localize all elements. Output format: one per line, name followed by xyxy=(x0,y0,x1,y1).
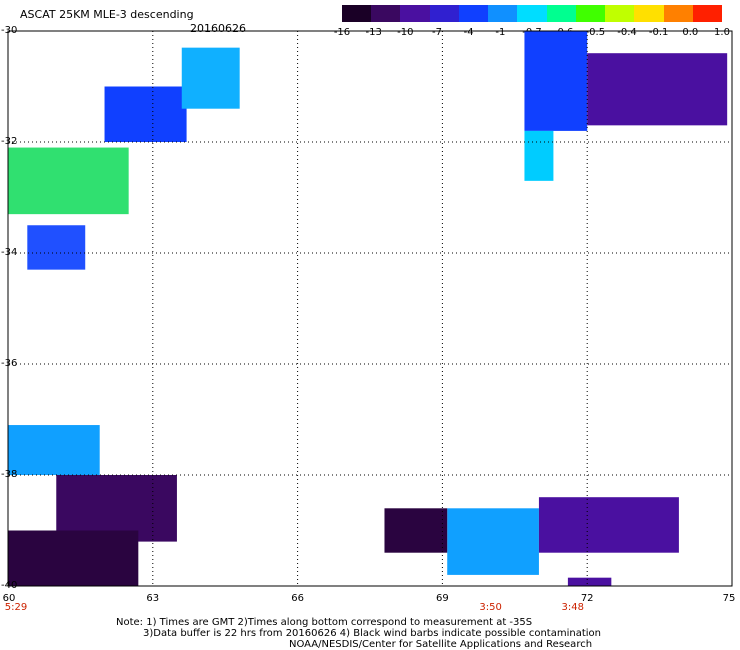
colorbar xyxy=(342,5,723,22)
colorbar-label: -7 xyxy=(432,27,442,38)
colorbar-swatch xyxy=(371,5,401,22)
swath-se-purple xyxy=(538,497,679,553)
lat-tick-label: -40 xyxy=(1,580,18,591)
colorbar-swatch xyxy=(605,5,635,22)
swath-sw-cyan xyxy=(8,425,100,475)
lat-tick-label: -36 xyxy=(1,358,18,369)
lon-tick-label: 69 xyxy=(436,593,449,604)
note-line-2: 3)Data buffer is 22 hrs from 20160626 4)… xyxy=(143,628,601,639)
colorbar-label: -4 xyxy=(463,27,474,38)
note-line-3: NOAA/NESDIS/Center for Satellite Applica… xyxy=(289,639,593,650)
lat-tick-label: -30 xyxy=(1,25,18,36)
colorbar-swatch xyxy=(488,5,518,22)
lon-tick-label: 63 xyxy=(146,593,160,604)
swath-ne-blue xyxy=(524,31,588,131)
colorbar-label: -1 xyxy=(495,27,506,38)
colorbar-swatch xyxy=(458,5,489,22)
lon-tick-label: 75 xyxy=(722,593,736,604)
colorbar-label: -13 xyxy=(365,27,382,38)
lon-tick-label: 66 xyxy=(291,593,304,604)
lat-lon-grid xyxy=(8,31,732,586)
colorbar-label: -0.1 xyxy=(648,27,669,38)
wind-swaths xyxy=(8,31,728,586)
swath-nw-lower-blue xyxy=(27,225,86,270)
map-title: ASCAT 25KM MLE-3 descending xyxy=(20,8,194,21)
lat-tick-label: -32 xyxy=(1,136,18,147)
colorbar-swatch xyxy=(400,5,430,22)
swath-nw-cyan-top xyxy=(181,47,240,109)
colorbar-label: -0.5 xyxy=(585,27,606,38)
colorbar-swatch xyxy=(429,5,459,22)
swath-ne-cyan xyxy=(524,130,554,181)
swath-se-cyan xyxy=(447,508,539,575)
colorbar-label: -0.4 xyxy=(617,27,637,38)
pass-time-label: 5:29 xyxy=(4,602,28,613)
swath-se-dark xyxy=(384,508,448,553)
colorbar-swatch xyxy=(575,5,606,22)
swath-se-small-purple xyxy=(567,577,612,586)
lat-tick-label: -34 xyxy=(1,247,18,258)
colorbar-swatch xyxy=(517,5,547,22)
swath-sw-dark xyxy=(8,530,139,586)
plot-frame xyxy=(7,30,733,587)
map-date: 20160626 xyxy=(190,22,246,35)
swath-ne-purple xyxy=(587,53,728,126)
colorbar-swatch xyxy=(342,5,372,22)
lon-tick-label: 60 xyxy=(2,593,16,604)
swath-nw-blue xyxy=(104,86,187,142)
colorbar-label: -10 xyxy=(397,27,414,38)
pass-time-label: 3:48 xyxy=(561,602,584,613)
lon-tick-label: 72 xyxy=(580,593,594,604)
pass-time-label: 3:50 xyxy=(479,602,502,613)
colorbar-label: 1.0 xyxy=(714,27,730,38)
colorbar-label: -16 xyxy=(333,27,351,38)
swath-nw-green xyxy=(8,147,129,215)
colorbar-swatch xyxy=(663,5,693,22)
note-line-1: Note: 1) Times are GMT 2)Times along bot… xyxy=(116,617,533,628)
colorbar-swatch xyxy=(546,5,576,22)
lat-tick-label: -38 xyxy=(1,469,18,480)
colorbar-swatch xyxy=(634,5,664,22)
colorbar-swatch xyxy=(692,5,723,22)
colorbar-label: 0.0 xyxy=(682,27,699,38)
